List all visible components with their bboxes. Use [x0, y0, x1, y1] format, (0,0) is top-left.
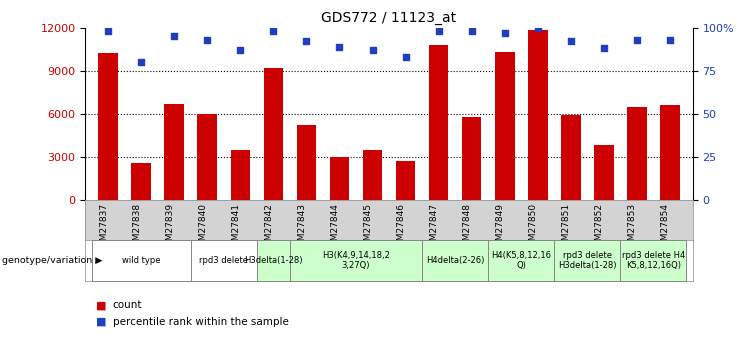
Text: GSM27850: GSM27850: [528, 203, 538, 253]
Text: GSM27839: GSM27839: [165, 203, 174, 253]
Text: GSM27848: GSM27848: [462, 203, 471, 252]
Bar: [554, 240, 620, 281]
Text: rpd3 delete
H3delta(1-28): rpd3 delete H3delta(1-28): [558, 251, 617, 270]
Point: [565, 39, 576, 44]
Point: [598, 46, 610, 51]
Text: GSM27841: GSM27841: [231, 203, 240, 252]
Bar: [264, 68, 283, 200]
Text: count: count: [113, 300, 142, 310]
Text: GSM27845: GSM27845: [364, 203, 373, 252]
Bar: [290, 240, 422, 281]
Bar: [422, 240, 488, 281]
Bar: [620, 240, 686, 281]
Text: GSM27843: GSM27843: [297, 203, 307, 252]
Point: [268, 28, 279, 34]
Bar: [528, 30, 548, 200]
Point: [136, 59, 147, 65]
Text: H3delta(1-28): H3delta(1-28): [245, 256, 302, 265]
Point: [399, 54, 411, 60]
Bar: [198, 114, 217, 200]
Text: GSM27851: GSM27851: [562, 203, 571, 253]
Bar: [488, 240, 554, 281]
Text: ■: ■: [96, 317, 107, 326]
Bar: [230, 150, 250, 200]
Point: [664, 37, 676, 42]
Point: [631, 37, 642, 42]
Bar: [594, 146, 614, 200]
Text: ■: ■: [96, 300, 107, 310]
Bar: [362, 150, 382, 200]
Text: GSM27846: GSM27846: [396, 203, 405, 252]
Bar: [330, 157, 350, 200]
Bar: [99, 53, 119, 200]
Text: percentile rank within the sample: percentile rank within the sample: [113, 317, 288, 326]
Text: GSM27854: GSM27854: [661, 203, 670, 252]
Text: GSM27852: GSM27852: [595, 203, 604, 252]
Point: [202, 37, 213, 42]
Bar: [462, 117, 482, 200]
Bar: [428, 45, 448, 200]
Point: [465, 28, 477, 34]
Bar: [561, 115, 580, 200]
Text: GSM27837: GSM27837: [99, 203, 108, 253]
Bar: [257, 240, 290, 281]
Text: H4(K5,8,12,16
Q): H4(K5,8,12,16 Q): [491, 251, 551, 270]
Text: GSM27838: GSM27838: [133, 203, 142, 253]
Text: genotype/variation ▶: genotype/variation ▶: [2, 256, 103, 265]
Text: GSM27849: GSM27849: [496, 203, 505, 252]
Point: [333, 44, 345, 49]
Bar: [659, 105, 679, 200]
Title: GDS772 / 11123_at: GDS772 / 11123_at: [322, 11, 456, 25]
Point: [532, 25, 544, 30]
Text: GSM27847: GSM27847: [430, 203, 439, 252]
Text: H4delta(2-26): H4delta(2-26): [426, 256, 485, 265]
Point: [301, 39, 313, 44]
Text: wild type: wild type: [122, 256, 161, 265]
Bar: [627, 107, 647, 200]
Bar: [495, 52, 514, 200]
Text: GSM27853: GSM27853: [628, 203, 637, 253]
Point: [234, 47, 246, 53]
Point: [499, 30, 511, 36]
Text: rpd3 delete H4
K5,8,12,16Q): rpd3 delete H4 K5,8,12,16Q): [622, 251, 685, 270]
Point: [102, 28, 114, 34]
Text: GSM27844: GSM27844: [330, 203, 339, 252]
Text: GSM27842: GSM27842: [265, 203, 273, 252]
Bar: [396, 161, 416, 200]
Bar: [191, 240, 257, 281]
Text: H3(K4,9,14,18,2
3,27Q): H3(K4,9,14,18,2 3,27Q): [322, 251, 390, 270]
Point: [168, 33, 180, 39]
Point: [433, 28, 445, 34]
Text: GSM27840: GSM27840: [199, 203, 207, 252]
Bar: [92, 240, 191, 281]
Bar: [131, 163, 151, 200]
Point: [367, 47, 379, 53]
Bar: [296, 125, 316, 200]
Bar: [165, 104, 185, 200]
Text: rpd3 delete: rpd3 delete: [199, 256, 248, 265]
